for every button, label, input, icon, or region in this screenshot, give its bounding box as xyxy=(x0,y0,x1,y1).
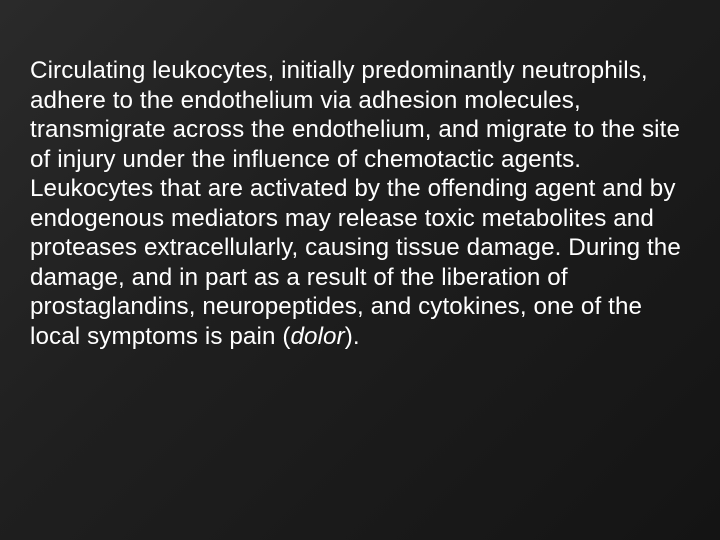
paragraph-main: Circulating leukocytes, initially predom… xyxy=(30,57,681,350)
paragraph-tail: ). xyxy=(345,323,360,350)
paragraph-italic-term: dolor xyxy=(290,323,344,350)
slide-container: Circulating leukocytes, initially predom… xyxy=(0,0,720,540)
slide-body-paragraph: Circulating leukocytes, initially predom… xyxy=(30,56,692,351)
